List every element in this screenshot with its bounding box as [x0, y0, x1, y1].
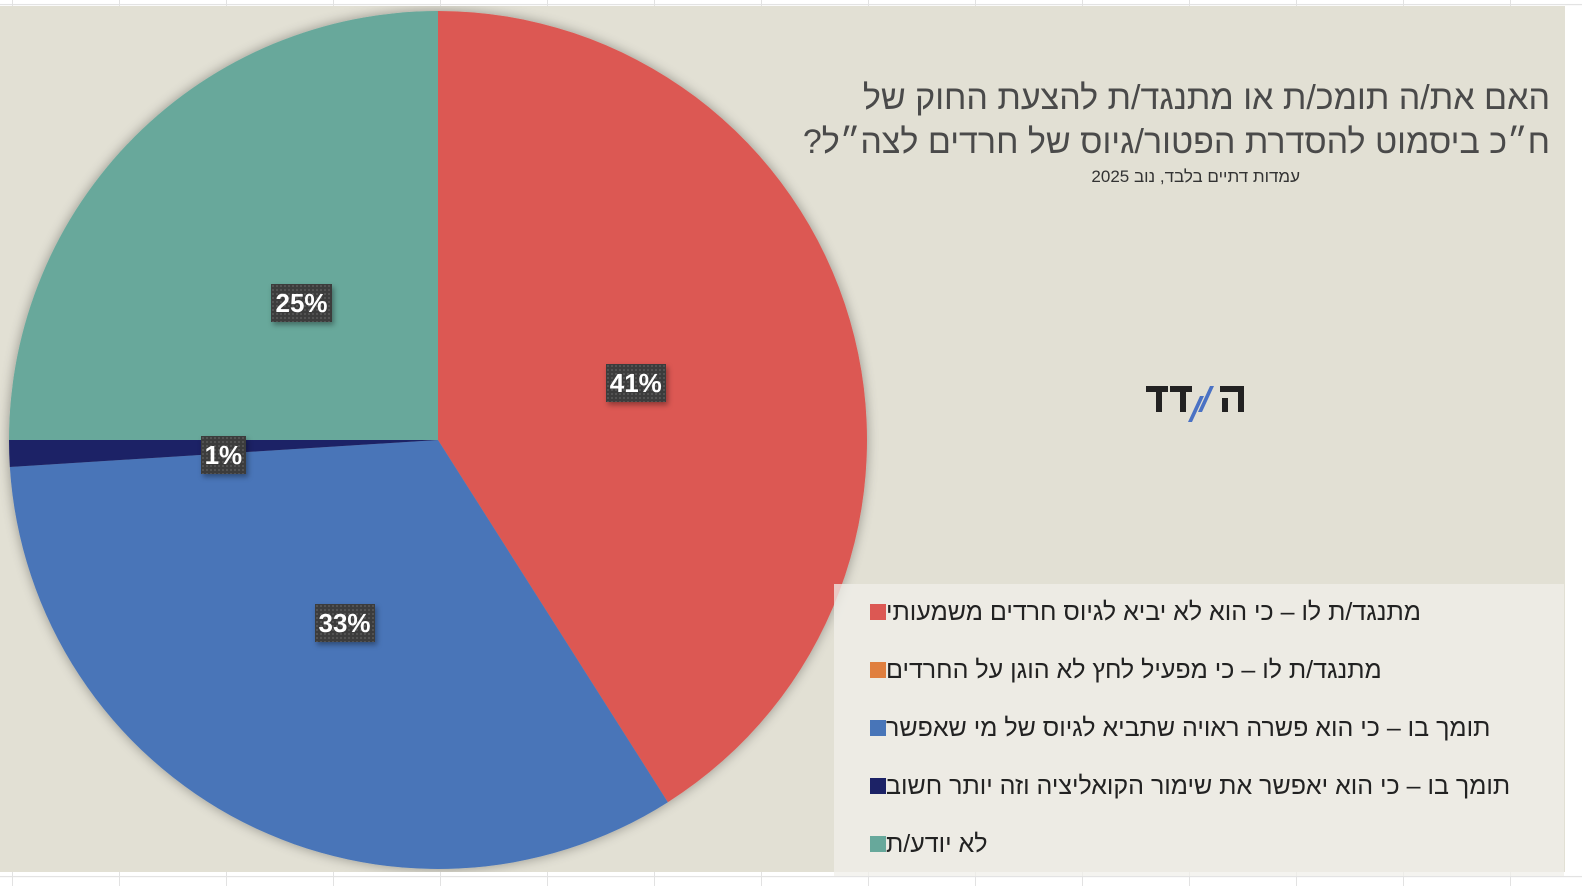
pie-slices [9, 11, 868, 870]
hamadad-logo [1146, 386, 1244, 422]
legend-swatch [870, 720, 886, 736]
pie-slice-0 [438, 11, 868, 803]
legend-label: תומך בו – כי הוא יאפשר את שימור הקואליצי… [886, 771, 1511, 800]
legend-swatch [870, 604, 886, 620]
chart-area: 41% 33% 1% 25% האם את/ה תומכ/ת או מתנגד/ת ל… [0, 6, 1565, 876]
chart-subtitle: עמדות דתיים בלבד, נוב 2025 [1091, 167, 1300, 186]
legend-item-4: לא יודע/ת [834, 824, 1554, 864]
legend-label: מתנגד/ת לו – כי הוא לא יביא לגיוס חרדים … [886, 597, 1421, 626]
legend-item-1: מתנגד/ת לו – כי מפעיל לחץ לא הוגן על החר… [834, 650, 1554, 690]
legend-swatch [870, 662, 886, 678]
pie-chart [9, 11, 868, 870]
pie-slice-2 [9, 440, 668, 870]
chart-legend: מתנגד/ת לו – כי הוא לא יביא לגיוס חרדים … [834, 584, 1564, 876]
legend-item-3: תומך בו – כי הוא יאפשר את שימור הקואליצי… [834, 766, 1554, 806]
pie-slice-4 [9, 11, 438, 440]
chart-title: האם את/ה תומכ/ת או מתנגד/ת להצעת החוק של… [790, 76, 1550, 164]
legend-label: לא יודע/ת [886, 829, 988, 858]
legend-swatch [870, 778, 886, 794]
chart-title-line-1: האם את/ה תומכ/ת או מתנגד/ת להצעת החוק של [862, 79, 1550, 117]
pie-data-label-3: 1% [200, 435, 247, 474]
pie-data-label-2: 33% [314, 604, 375, 643]
legend-item-0: מתנגד/ת לו – כי הוא לא יביא לגיוס חרדים … [834, 592, 1554, 632]
legend-label: מתנגד/ת לו – כי מפעיל לחץ לא הוגן על החר… [886, 655, 1382, 684]
pie-data-label-0: 41% [605, 363, 666, 402]
legend-item-2: תומך בו – כי הוא פשרה ראויה שתביא לגיוס … [834, 708, 1554, 748]
chart-title-line-2: ח״כ ביסמוט להסדרת הפטור/גיוס של חרדים לצ… [802, 123, 1550, 161]
pie-data-label-4: 25% [271, 284, 332, 323]
legend-label: תומך בו – כי הוא פשרה ראויה שתביא לגיוס … [886, 713, 1491, 742]
legend-swatch [870, 836, 886, 852]
